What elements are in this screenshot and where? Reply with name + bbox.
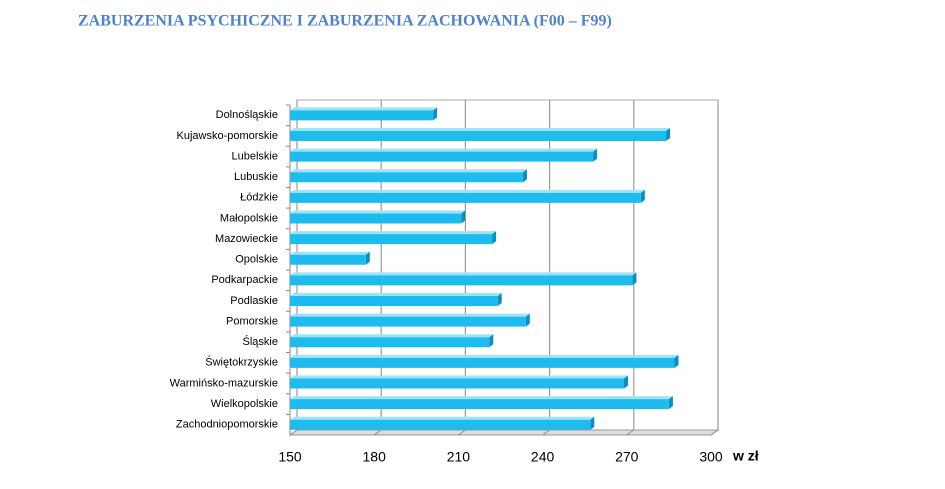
y-tick-label: Zachodniopomorskie <box>176 419 278 431</box>
grid-line <box>542 100 551 436</box>
bar-face <box>290 399 669 410</box>
bar-face <box>290 378 624 389</box>
bar-face <box>590 416 595 430</box>
y-tick-label: Lubelskie <box>232 150 278 162</box>
bar-face <box>290 192 641 203</box>
bar <box>290 313 530 327</box>
bar-face <box>290 213 462 224</box>
bar-face <box>666 127 671 141</box>
bar <box>290 107 438 121</box>
floor <box>288 429 720 436</box>
bar <box>290 169 527 183</box>
y-tick-label: Śląskie <box>243 335 278 348</box>
chart-title: ZABURZENIA PSYCHICZNE I ZABURZENIA ZACHO… <box>78 13 612 30</box>
bar-face <box>290 354 679 358</box>
y-tick-label: Warmińsko-mazurskie <box>170 377 278 389</box>
x-axis-label: w zł <box>732 448 759 464</box>
bar-face <box>668 396 673 410</box>
bar-face <box>433 107 438 121</box>
bar <box>290 210 466 224</box>
y-tick-label: Pomorskie <box>226 315 278 327</box>
bar-face <box>365 251 370 265</box>
bar-face <box>290 416 595 420</box>
bar-face <box>290 295 498 306</box>
x-tick-label: 180 <box>363 449 387 465</box>
bar-face <box>492 231 497 245</box>
bar <box>290 127 671 141</box>
bar-face <box>525 313 530 327</box>
bar <box>290 416 595 430</box>
bar-face <box>290 151 594 162</box>
bar-face <box>593 148 598 162</box>
bar-face <box>674 354 679 368</box>
bar-face <box>290 419 591 430</box>
bar <box>290 231 497 245</box>
grid-line <box>710 100 719 436</box>
y-tick-label: Dolnośląskie <box>216 109 278 121</box>
y-tick-label: Opolskie <box>235 254 278 266</box>
bar-face <box>497 292 502 306</box>
bar <box>290 375 628 389</box>
bar <box>290 354 679 368</box>
y-tick-label: Świętokrzyskie <box>205 356 278 369</box>
bar-face <box>522 169 527 183</box>
bar-face <box>290 189 645 193</box>
bar-face <box>290 148 598 152</box>
bar-face <box>290 210 466 214</box>
grid-line <box>373 100 382 436</box>
y-tick-label: Małopolskie <box>220 212 278 224</box>
bar-face <box>290 292 502 296</box>
bar <box>290 148 598 162</box>
bar <box>290 251 370 265</box>
x-tick-label: 210 <box>447 449 471 465</box>
bar-face <box>290 254 366 265</box>
bar-face <box>632 272 637 286</box>
bar-face <box>290 275 633 286</box>
y-tick-label: Lubuskie <box>234 171 278 183</box>
y-tick-label: Podkarpackie <box>211 274 278 286</box>
y-tick-label: Mazowieckie <box>215 233 278 245</box>
bar-face <box>290 127 671 131</box>
bar <box>290 272 637 286</box>
bar-face <box>290 172 523 183</box>
bar-face <box>290 234 493 245</box>
x-tick-label: 300 <box>699 449 723 465</box>
grid-line <box>458 100 466 436</box>
x-tick-label: 240 <box>531 449 555 465</box>
bar-face <box>290 110 434 121</box>
bar-face <box>640 189 645 203</box>
bar <box>290 334 494 348</box>
bar <box>290 292 502 306</box>
bar-face <box>290 334 494 338</box>
bar-face <box>290 169 527 173</box>
bar-face <box>623 375 628 389</box>
bar-face <box>290 313 530 317</box>
grid-line <box>289 100 298 436</box>
bar-face <box>290 130 667 141</box>
grid-line <box>626 100 635 436</box>
bar <box>290 396 673 410</box>
y-tick-label: Wielkopolskie <box>211 398 278 410</box>
bar-face <box>290 396 673 400</box>
bar-face <box>461 210 466 224</box>
bar-face <box>290 357 675 368</box>
bar-face <box>290 337 490 348</box>
x-tick-label: 150 <box>278 449 302 465</box>
bar-face <box>290 251 370 255</box>
y-tick-label: Kujawsko-pomorskie <box>177 130 278 142</box>
bar-face <box>290 272 637 276</box>
y-tick-label: Podlaskie <box>230 295 278 307</box>
y-tick-label: Łódzkie <box>240 192 278 204</box>
bar-face <box>489 334 494 348</box>
bar <box>290 189 645 203</box>
bar-face <box>290 316 526 327</box>
x-tick-label: 270 <box>615 449 639 465</box>
bar-face <box>290 375 628 379</box>
bar-face <box>290 107 438 111</box>
bar-face <box>290 231 497 235</box>
